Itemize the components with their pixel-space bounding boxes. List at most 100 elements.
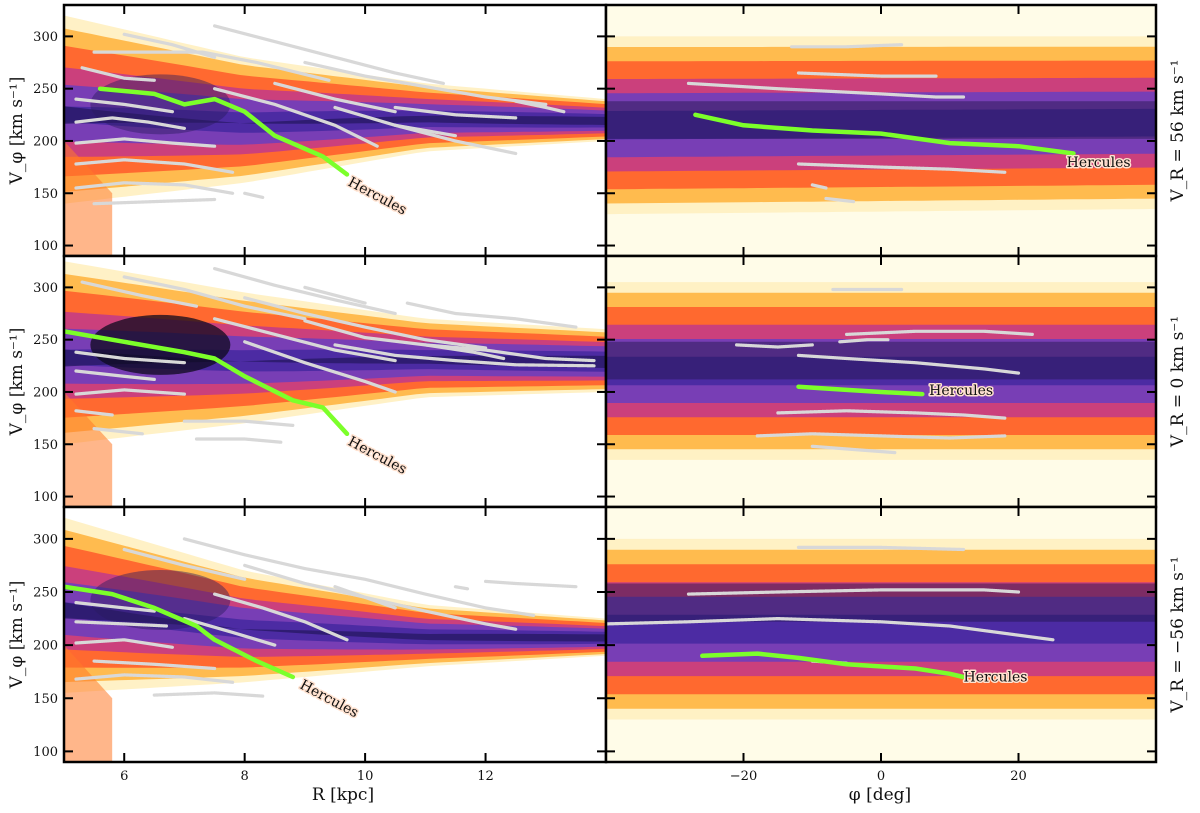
- ridge-line: [303, 60, 548, 106]
- ridge-line: [776, 409, 1007, 420]
- density-layer: [64, 602, 606, 645]
- ridge-line: [122, 32, 217, 59]
- x-tick-label: 20: [1010, 769, 1027, 784]
- ridge-line: [303, 285, 367, 305]
- ridge-line: [92, 197, 217, 206]
- panel-right-3: Hercules −20 0 20 V_R = −56 km s⁻¹: [604, 505, 1188, 784]
- ridge-line: [393, 105, 518, 120]
- ridge-line: [182, 617, 277, 647]
- density-core: [90, 569, 231, 630]
- ridge-line: [182, 537, 536, 617]
- x-tick-label: 10: [357, 769, 374, 784]
- ridge-line: [453, 585, 470, 591]
- y-tick-label: 300: [33, 532, 58, 547]
- ridge-line: [686, 81, 966, 99]
- row-label: V_R = 0 km s⁻¹: [1168, 316, 1188, 448]
- ridge-line: [514, 99, 566, 114]
- y-tick-label: 100: [33, 239, 58, 254]
- ridge-line: [423, 343, 506, 361]
- y-tick-label: 300: [33, 281, 58, 296]
- ridge-line: [74, 369, 156, 381]
- y-axis-label: V_φ [km s⁻¹]: [7, 328, 27, 437]
- density-wedge: [64, 140, 113, 256]
- x-tick-label: 6: [120, 769, 128, 784]
- y-tick-label: 250: [33, 333, 58, 348]
- ridge-line: [80, 66, 156, 82]
- ridge-line: [152, 691, 265, 698]
- ridge-line: [790, 43, 904, 49]
- ridge-line: [405, 301, 578, 329]
- ridge-line: [74, 137, 217, 148]
- row-label: V_R = −56 km s⁻¹: [1168, 556, 1188, 713]
- y-tick-label: 150: [33, 438, 58, 453]
- right-x-axis-label: φ [deg]: [849, 785, 911, 805]
- y-axis-label: V_φ [km s⁻¹]: [7, 581, 27, 690]
- hercules-ridge: [796, 384, 925, 397]
- ridge-line: [838, 338, 890, 344]
- ridge-line: [213, 24, 445, 85]
- density-core: [90, 314, 231, 375]
- ridge-line: [182, 419, 295, 427]
- ridge-line: [74, 601, 156, 613]
- y-axis-label: V_φ [km s⁻¹]: [7, 77, 27, 186]
- hercules-label: Hercules: [1067, 155, 1131, 171]
- y-tick-label: 100: [33, 490, 58, 505]
- hercules-ridge: [693, 112, 1076, 156]
- y-tick-label: 150: [33, 692, 58, 707]
- x-tick-label: −20: [730, 769, 757, 784]
- panel-right-2: Hercules V_R = 0 km s⁻¹: [604, 254, 1188, 509]
- ridge-line: [824, 196, 856, 204]
- x-tick-label: 0: [877, 769, 885, 784]
- y-tick-label: 250: [33, 82, 58, 97]
- ridge-line: [74, 350, 186, 365]
- ridge-line: [606, 617, 1055, 642]
- ridge-line: [74, 181, 235, 195]
- ridge-line: [333, 105, 518, 156]
- y-tick-label: 300: [33, 30, 58, 45]
- ridge-line: [213, 317, 397, 363]
- ridge-line: [686, 588, 1021, 596]
- density-layer: [64, 349, 606, 368]
- density-layer: [606, 356, 1156, 386]
- ridge-line: [796, 545, 966, 552]
- hercules-label: Hercules: [929, 383, 993, 399]
- ridge-line: [243, 296, 488, 350]
- panel-right-1: Hercules V_R = 56 km s⁻¹: [604, 3, 1188, 258]
- ridge-line: [810, 444, 897, 455]
- hercules-ridge: [64, 584, 296, 680]
- ridge-line: [92, 427, 144, 436]
- ridge-line: [194, 437, 283, 444]
- y-tick-label: 100: [33, 745, 58, 760]
- ridge-line: [74, 409, 114, 417]
- ridge-line: [74, 620, 168, 628]
- ridge-line: [80, 280, 199, 308]
- ridge-line: [243, 563, 518, 631]
- ridge-line: [243, 340, 397, 394]
- ridge-line: [273, 81, 397, 114]
- ridge-line: [810, 183, 828, 190]
- ridge-line: [796, 71, 938, 78]
- y-tick-label: 200: [33, 639, 58, 654]
- ridge-line: [755, 432, 1007, 440]
- ridge-line: [735, 343, 814, 349]
- hercules-label: Hercules: [964, 669, 1028, 685]
- ridge-line: [845, 329, 1034, 336]
- x-tick-label: 12: [477, 769, 494, 784]
- density-layer: [64, 106, 606, 125]
- hercules-ridge: [64, 329, 350, 437]
- ridge-line: [122, 547, 247, 581]
- density-wedge: [64, 645, 113, 762]
- ridge-line: [74, 638, 174, 649]
- ridge-line: [303, 319, 596, 363]
- ridge-line: [92, 659, 217, 671]
- ridge-line: [74, 116, 186, 130]
- ridge-line: [74, 97, 174, 114]
- ridge-line: [796, 162, 1007, 174]
- ridge-line: [484, 579, 578, 589]
- ridge-line: [333, 585, 397, 610]
